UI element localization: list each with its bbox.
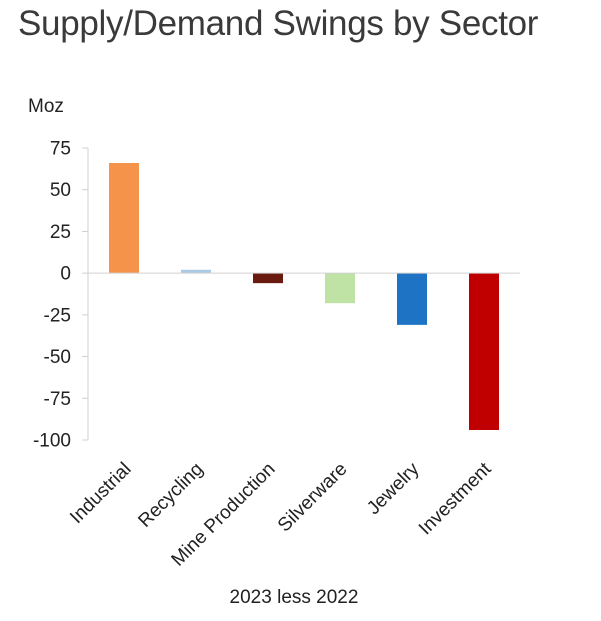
x-tick-label: Industrial xyxy=(66,459,135,528)
chart-title: Supply/Demand Swings by Sector xyxy=(18,4,539,43)
y-axis-unit-label: Moz xyxy=(28,96,64,117)
x-tick-label: Jewelry xyxy=(363,458,424,519)
bar-industrial xyxy=(109,163,139,274)
x-tick-label: Recycling xyxy=(134,459,207,532)
bar-silverware xyxy=(325,273,355,304)
y-tick-label: -100 xyxy=(33,431,71,452)
y-tick-label: 0 xyxy=(60,264,71,285)
bar-mine-production xyxy=(253,273,283,284)
bar-investment xyxy=(469,273,499,430)
y-tick-label: -50 xyxy=(44,347,71,368)
y-tick-label: -75 xyxy=(44,389,71,410)
y-tick-label: 75 xyxy=(50,139,71,160)
y-axis: 75 50 25 0 -25 -50 -75 -100 xyxy=(33,139,89,452)
bars xyxy=(109,163,499,430)
y-tick-label: -25 xyxy=(44,305,71,326)
bar-jewelry xyxy=(397,273,427,325)
x-tick-label: Investment xyxy=(415,458,496,539)
x-tick-label: Silverware xyxy=(274,459,352,537)
y-tick-label: 25 xyxy=(50,222,71,243)
y-tick-label: 50 xyxy=(50,180,71,201)
x-axis-label: 2023 less 2022 xyxy=(230,587,359,608)
bar-recycling xyxy=(181,269,211,274)
